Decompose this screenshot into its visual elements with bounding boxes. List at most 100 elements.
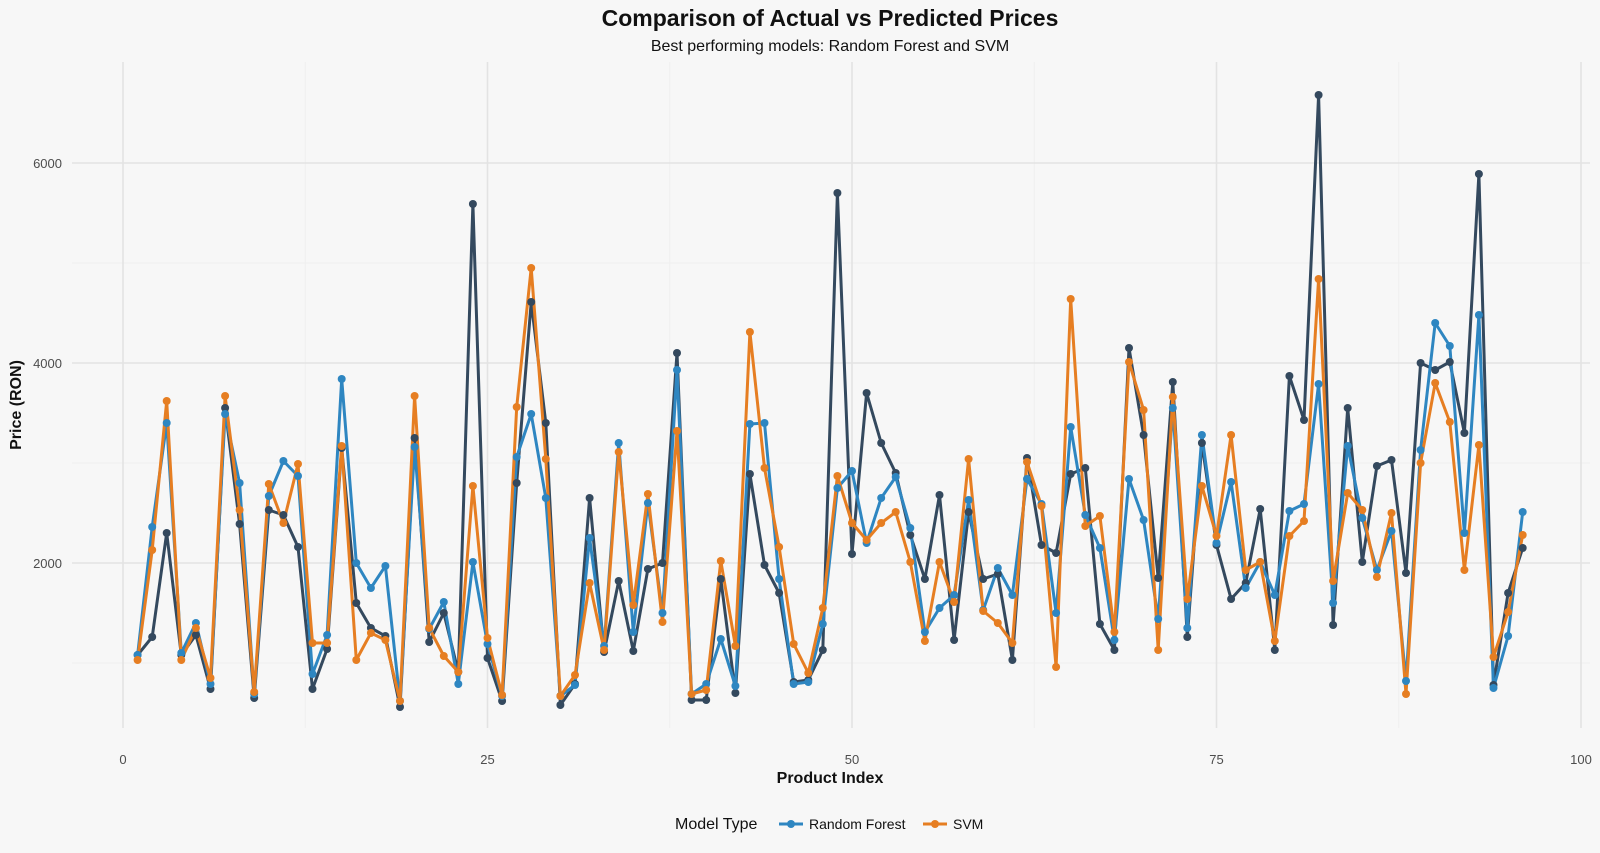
- data-point-random-forest: [789, 680, 798, 688]
- data-point-random-forest: [381, 562, 390, 570]
- data-point-random-forest: [1504, 632, 1513, 640]
- data-point-actual: [279, 511, 288, 519]
- data-point-svm: [702, 686, 711, 694]
- data-point-random-forest: [439, 598, 448, 606]
- data-point-actual: [950, 636, 959, 644]
- data-point-actual: [964, 508, 973, 516]
- data-point-random-forest: [1095, 544, 1104, 552]
- data-point-actual: [979, 575, 988, 583]
- data-point-svm: [571, 671, 579, 679]
- data-point-svm: [1008, 639, 1017, 647]
- data-point-random-forest: [1343, 442, 1352, 450]
- data-point-svm: [1504, 608, 1513, 616]
- data-point-random-forest: [308, 670, 317, 678]
- data-point-actual: [1285, 372, 1294, 380]
- chart-subtitle: Best performing models: Random Forest an…: [651, 38, 1009, 55]
- data-point-random-forest: [1154, 615, 1163, 623]
- data-point-actual: [1402, 569, 1410, 577]
- data-point-random-forest: [1416, 446, 1425, 454]
- data-point-actual: [775, 589, 784, 597]
- data-point-random-forest: [1110, 636, 1119, 644]
- legend-label-svm: SVM: [953, 816, 983, 832]
- data-point-actual: [1197, 439, 1206, 447]
- data-point-actual: [308, 685, 317, 693]
- data-point-svm: [1227, 431, 1236, 439]
- data-point-random-forest: [1270, 591, 1279, 599]
- data-point-actual: [352, 599, 361, 607]
- data-point-random-forest: [454, 680, 463, 688]
- data-point-random-forest: [1241, 584, 1250, 592]
- data-point-random-forest: [658, 609, 667, 617]
- data-point-random-forest: [177, 649, 186, 657]
- data-point-actual: [993, 570, 1002, 578]
- data-point-actual: [1270, 646, 1279, 654]
- data-point-actual: [673, 349, 681, 357]
- data-point-svm: [1066, 295, 1075, 303]
- data-point-svm: [352, 656, 361, 664]
- data-point-svm: [1081, 522, 1090, 530]
- data-point-svm: [1358, 506, 1367, 514]
- series-lines: [136, 93, 1525, 709]
- data-point-random-forest: [1183, 624, 1192, 632]
- data-point-actual: [468, 200, 477, 208]
- data-point-svm: [148, 546, 157, 554]
- data-point-svm: [1445, 418, 1454, 426]
- data-point-svm: [760, 464, 769, 472]
- data-point-svm: [483, 634, 492, 642]
- data-point-random-forest: [162, 419, 171, 427]
- data-point-svm: [687, 690, 696, 698]
- y-tick-label: 2000: [33, 556, 62, 571]
- data-point-actual: [1300, 416, 1308, 424]
- legend-label-random-forest: Random Forest: [809, 816, 906, 832]
- data-point-svm: [512, 403, 521, 411]
- y-tick-label: 4000: [33, 356, 62, 371]
- data-point-random-forest: [1052, 609, 1061, 617]
- data-point-svm: [716, 557, 725, 565]
- data-point-svm: [541, 455, 550, 463]
- x-tick-label: 50: [845, 752, 859, 767]
- data-point-actual: [1431, 366, 1440, 374]
- data-point-random-forest: [1402, 677, 1410, 685]
- data-point-random-forest: [1227, 478, 1236, 486]
- data-point-random-forest: [920, 628, 929, 636]
- series-line-svm: [136, 266, 1525, 703]
- data-point-random-forest: [527, 410, 536, 418]
- legend-dot-random-forest: [787, 820, 795, 828]
- data-point-svm: [221, 392, 230, 400]
- data-point-random-forest: [629, 628, 638, 636]
- data-point-svm: [1197, 482, 1206, 490]
- data-point-svm: [439, 652, 448, 660]
- data-point-actual: [687, 696, 696, 704]
- data-point-actual: [556, 701, 565, 709]
- data-point-random-forest: [848, 467, 856, 475]
- data-point-random-forest: [206, 680, 215, 688]
- x-axis-title: Product Index: [777, 770, 884, 787]
- data-point-svm: [1300, 517, 1308, 525]
- data-point-svm: [294, 460, 302, 468]
- data-point-random-forest: [235, 479, 244, 487]
- data-point-random-forest: [818, 620, 827, 628]
- data-point-actual: [643, 565, 652, 573]
- data-point-svm: [745, 328, 754, 336]
- x-tick-label: 25: [480, 752, 494, 767]
- data-point-random-forest: [410, 443, 419, 451]
- data-point-svm: [1168, 393, 1177, 401]
- data-point-svm: [673, 427, 681, 435]
- data-point-actual: [1256, 505, 1265, 513]
- x-tick-label: 0: [119, 752, 126, 767]
- data-point-svm: [848, 519, 856, 527]
- data-point-actual: [1329, 621, 1338, 629]
- data-point-random-forest: [804, 678, 813, 686]
- data-point-random-forest: [1445, 342, 1454, 350]
- data-point-random-forest: [221, 410, 230, 418]
- data-point-svm: [1329, 577, 1338, 585]
- data-point-random-forest: [571, 681, 579, 689]
- data-point-svm: [1241, 566, 1250, 574]
- y-tick-label: 6000: [33, 156, 62, 171]
- x-tick-label: 75: [1209, 752, 1223, 767]
- data-point-svm: [1518, 531, 1527, 539]
- data-point-actual: [323, 645, 332, 653]
- data-point-svm: [498, 691, 507, 699]
- data-point-random-forest: [950, 591, 959, 599]
